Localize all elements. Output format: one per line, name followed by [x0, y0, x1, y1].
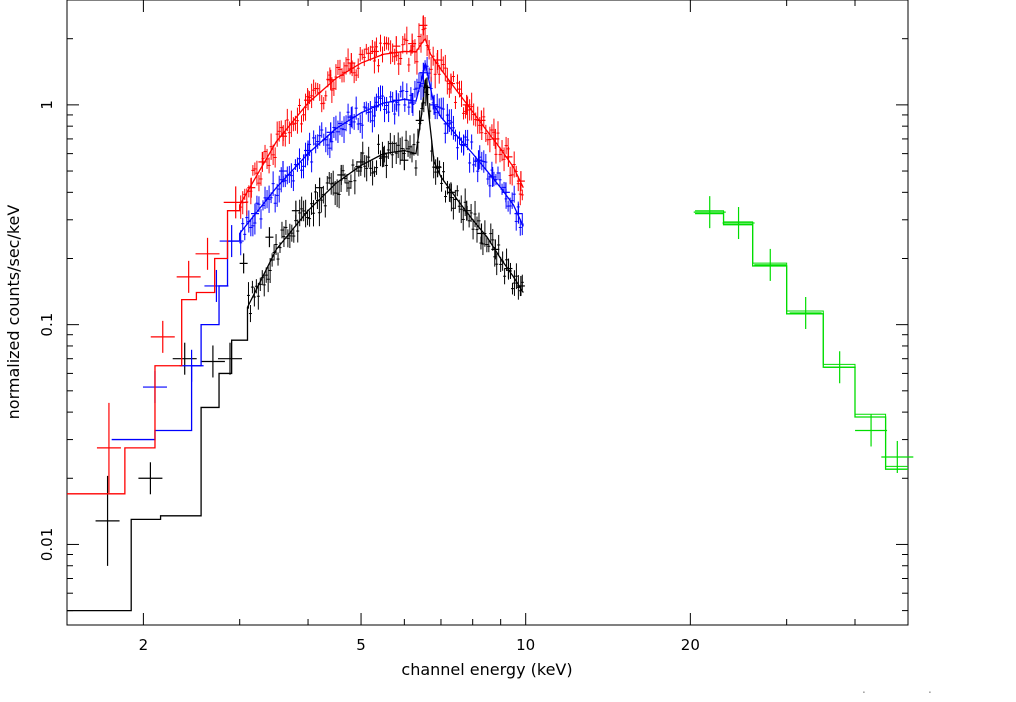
- x-tick-label: 20: [681, 636, 700, 654]
- axis-tick-labels: 2 5 10 20 0.01 0.1 1: [38, 100, 700, 654]
- y-tick-label: 0.01: [38, 528, 56, 561]
- x-tick-label: 2: [139, 636, 149, 654]
- series-red: [67, 15, 525, 495]
- y-tick-label: 1: [38, 100, 56, 110]
- model-line-red: [67, 37, 524, 495]
- plot-frame: [66, 0, 909, 626]
- y-axis-label: normalized counts/sec/keV: [4, 205, 23, 420]
- corner-mark-2: .: [928, 682, 932, 696]
- model-line-blue: [111, 62, 524, 441]
- model-line-black: [67, 79, 524, 612]
- x-tick-label: 10: [516, 636, 535, 654]
- x-tick-label: 5: [356, 636, 366, 654]
- corner-mark-1: .: [862, 682, 866, 696]
- series-layer: [67, 15, 914, 612]
- x-axis-label: channel energy (keV): [401, 660, 572, 679]
- model-line-green-alt: [695, 210, 908, 467]
- y-tick-label: 0.1: [38, 313, 56, 337]
- axis-ticks: [67, 0, 909, 625]
- model-line-green: [695, 212, 908, 470]
- series-black: [67, 77, 525, 612]
- series-blue: [111, 56, 524, 441]
- series-green: [693, 196, 914, 473]
